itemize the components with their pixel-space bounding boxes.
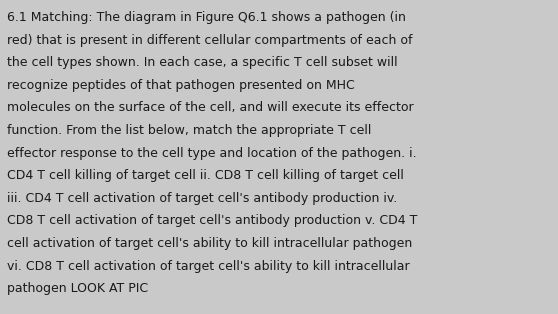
Text: 6.1 Matching: The diagram in Figure Q6.1 shows a pathogen (in: 6.1 Matching: The diagram in Figure Q6.1… (7, 11, 406, 24)
Text: CD8 T cell activation of target cell's antibody production v. CD4 T: CD8 T cell activation of target cell's a… (7, 214, 417, 227)
Text: the cell types shown. In each case, a specific T cell subset will: the cell types shown. In each case, a sp… (7, 56, 398, 69)
Text: cell activation of target cell's ability to kill intracellular pathogen: cell activation of target cell's ability… (7, 237, 412, 250)
Text: effector response to the cell type and location of the pathogen. i.: effector response to the cell type and l… (7, 147, 417, 160)
Text: function. From the list below, match the appropriate T cell: function. From the list below, match the… (7, 124, 372, 137)
Text: CD4 T cell killing of target cell ii. CD8 T cell killing of target cell: CD4 T cell killing of target cell ii. CD… (7, 169, 404, 182)
Text: recognize peptides of that pathogen presented on MHC: recognize peptides of that pathogen pres… (7, 79, 355, 92)
Text: molecules on the surface of the cell, and will execute its effector: molecules on the surface of the cell, an… (7, 101, 414, 114)
Text: pathogen LOOK AT PIC: pathogen LOOK AT PIC (7, 282, 148, 295)
Text: vi. CD8 T cell activation of target cell's ability to kill intracellular: vi. CD8 T cell activation of target cell… (7, 260, 410, 273)
Text: red) that is present in different cellular compartments of each of: red) that is present in different cellul… (7, 34, 413, 46)
Text: iii. CD4 T cell activation of target cell's antibody production iv.: iii. CD4 T cell activation of target cel… (7, 192, 397, 205)
